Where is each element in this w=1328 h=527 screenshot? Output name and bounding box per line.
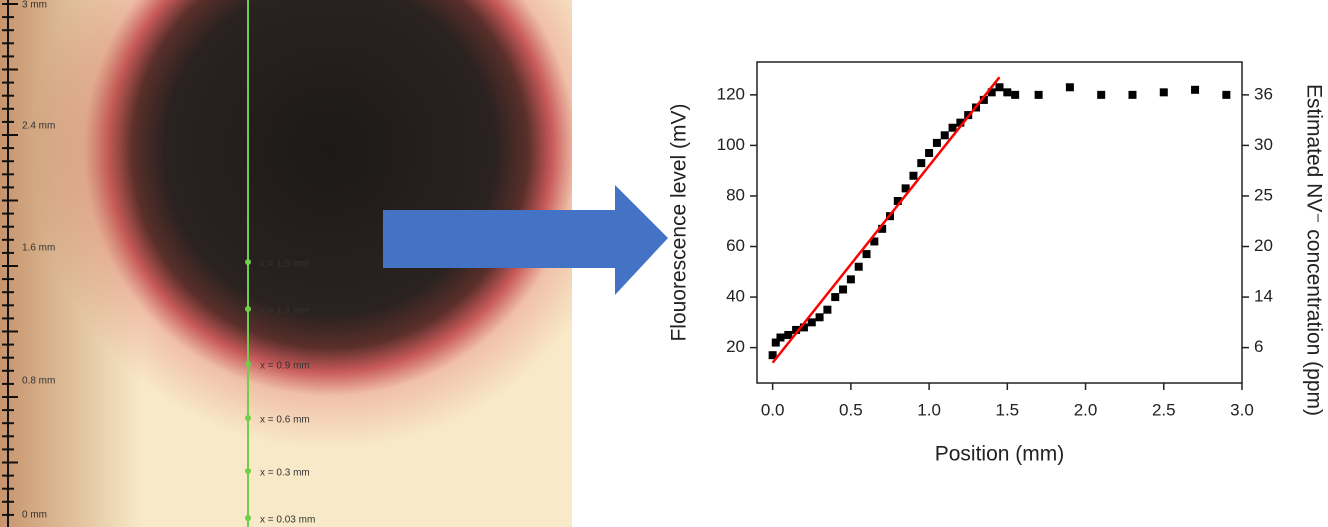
data-point [1222, 90, 1231, 99]
data-point [771, 338, 780, 347]
ruler-ticks [2, 3, 18, 516]
data-point [815, 313, 824, 322]
data-point [807, 318, 816, 327]
x-tick-label: 3.0 [1230, 400, 1254, 419]
scale-label: 2.4 mm [22, 121, 55, 132]
data-point [1159, 88, 1168, 97]
data-point [784, 330, 793, 339]
x-tick-label: 2.5 [1152, 400, 1176, 419]
data-point [995, 83, 1004, 92]
y2-tick-label: 30 [1254, 135, 1273, 154]
data-point [878, 224, 887, 233]
profile-point [245, 468, 251, 474]
profile-label: x = 0.03 mm [260, 515, 315, 526]
profile-label: x = 0.9 mm [260, 361, 310, 372]
y2-tick-label: 20 [1254, 236, 1273, 255]
scale-label: 3 mm [22, 0, 47, 11]
plot-frame [756, 61, 1243, 384]
profile-label: x = 1.3 mm [260, 306, 310, 317]
data-point [854, 262, 863, 271]
y-axis-title: Flouorescence level (mV) [668, 103, 691, 341]
y-tick-label: 100 [717, 135, 745, 154]
data-point [901, 184, 910, 193]
x-tick-label: 0.0 [761, 400, 785, 419]
y-tick-label: 20 [726, 337, 745, 356]
photo-labels: 3 mm 2.4 mm 1.6 mm 0.8 mm 0 mm x = 1.5 mm x = … [22, 0, 315, 526]
profile-label: x = 0.3 mm [260, 468, 310, 479]
y-tick-label: 60 [726, 236, 745, 255]
data-point [909, 171, 918, 180]
x-tick-label: 1.0 [917, 400, 941, 419]
profile-label: x = 0.6 mm [260, 415, 310, 426]
arrow [383, 185, 668, 295]
y-tick-label: 40 [726, 287, 745, 306]
data-point [925, 148, 934, 157]
y2-tick-label: 14 [1254, 287, 1273, 306]
data-point [846, 275, 855, 284]
data-point [1011, 90, 1020, 99]
x-axis-title: Position (mm) [935, 443, 1065, 466]
chart: 0.0 0.5 1.0 1.5 2.0 2.5 3.0 20 6 40 14 60 20 80 25 100 3… [668, 61, 1325, 466]
data-point [987, 88, 996, 97]
data-point [776, 333, 785, 342]
data-point [1128, 90, 1137, 99]
y2-tick-label: 36 [1254, 84, 1273, 103]
data-point [932, 138, 941, 147]
scale-label: 0.8 mm [22, 376, 55, 387]
data-point [956, 118, 965, 127]
y2-tick-label: 25 [1254, 185, 1273, 204]
y2-axis-title: Estimated NV⁻ concentration (ppm) [1302, 84, 1325, 416]
data-point [799, 323, 808, 332]
y2-tick-label: 6 [1254, 337, 1263, 356]
data-point [893, 197, 902, 206]
profile-point [245, 306, 251, 312]
profile-point [245, 515, 251, 521]
profile-point [245, 415, 251, 421]
data-point [870, 237, 879, 246]
data-point [1065, 83, 1074, 92]
data-point [1003, 88, 1012, 97]
data-point [768, 351, 777, 360]
data-point [1097, 90, 1106, 99]
data-point [1191, 85, 1200, 94]
data-point [839, 285, 848, 294]
x-tick-label: 1.5 [996, 400, 1020, 419]
data-point [979, 95, 988, 104]
x-tick-label: 0.5 [839, 400, 863, 419]
profile-point [245, 361, 251, 367]
y-tick-label: 120 [717, 84, 745, 103]
data-point [948, 123, 957, 132]
scale-label: 1.6 mm [22, 243, 55, 254]
data-point [831, 293, 840, 302]
data-point [917, 159, 926, 168]
data-point [792, 325, 801, 334]
x-tick-label: 2.0 [1074, 400, 1098, 419]
data-point [1034, 90, 1043, 99]
data-point [862, 250, 871, 259]
data-point [940, 131, 949, 140]
fit-line [771, 76, 1001, 364]
profile-label: x = 1.5 mm [260, 259, 310, 270]
y-tick-label: 80 [726, 185, 745, 204]
data-point [823, 305, 832, 314]
scale-label: 0 mm [22, 510, 47, 521]
profile-point [245, 259, 251, 265]
